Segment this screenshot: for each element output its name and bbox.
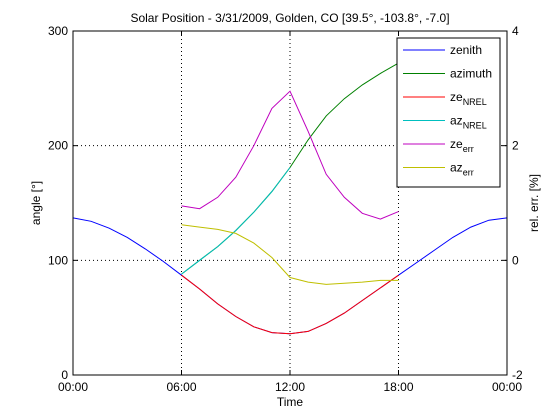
legend-entry-subscript: err [463, 144, 474, 154]
y-right-tick-label: -2 [512, 368, 523, 382]
legend-entry-label: azimuth [450, 67, 492, 81]
y-right-axis-label: rel. err. [%] [527, 174, 541, 232]
series-line-zenrel [181, 274, 399, 335]
x-tick-label: 00:00 [58, 380, 88, 394]
legend-entry-label: zenith [450, 43, 482, 57]
legend-entry-main: az [450, 161, 463, 175]
legend-entry-subscript: NREL [463, 97, 487, 107]
y-tick-label: 100 [48, 253, 68, 267]
chart-title: Solar Position - 3/31/2009, Golden, CO [… [130, 11, 449, 25]
legend-entry-main: azimuth [450, 67, 492, 81]
y-tick-label: 200 [48, 139, 68, 153]
x-tick-label: 00:00 [492, 380, 522, 394]
legend-entry-label: zeNREL [450, 90, 487, 107]
series-line-aznrel [181, 167, 291, 275]
legend-entry-label: azerr [450, 161, 474, 178]
series-line-zeerr [181, 90, 399, 220]
legend-entry-main: zenith [450, 43, 482, 57]
y-axis-label: angle [°] [29, 181, 43, 225]
x-tick-label: 18:00 [383, 380, 413, 394]
y-right-tick-label: 4 [512, 24, 519, 38]
y-right-tick-label: 2 [512, 139, 519, 153]
legend-entry-subscript: NREL [463, 121, 487, 131]
legend-entry-main: az [450, 114, 463, 128]
x-axis-label: Time [277, 395, 304, 409]
y-tick-label: 0 [61, 368, 68, 382]
legend-entry-label: zeerr [450, 137, 474, 154]
legend-entry-main: ze [450, 137, 463, 151]
legend-entry-subscript: err [463, 168, 474, 178]
x-tick-label: 12:00 [275, 380, 305, 394]
y-right-tick-label: 0 [512, 253, 519, 267]
y-tick-label: 300 [48, 24, 68, 38]
series-line-azerr [181, 224, 399, 285]
legend-box [396, 37, 501, 188]
series-lines [72, 62, 508, 335]
x-tick-label: 06:00 [166, 380, 196, 394]
legend-entry-main: ze [450, 90, 463, 104]
legend-entry-label: azNREL [450, 114, 487, 131]
grid [73, 31, 507, 375]
